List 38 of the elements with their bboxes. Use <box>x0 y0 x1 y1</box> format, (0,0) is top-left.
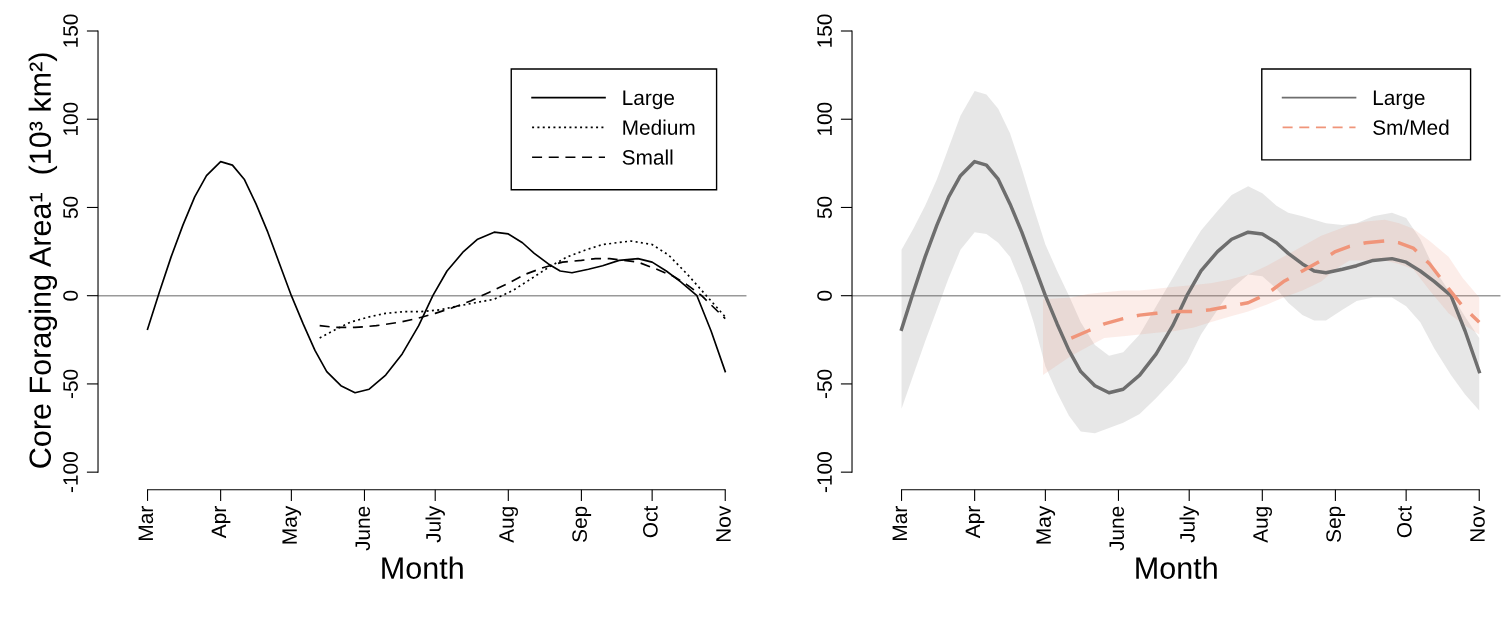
x-tick-label: July <box>425 505 445 543</box>
legend-label: Small <box>622 149 673 165</box>
x-tick-label: June <box>1109 506 1125 551</box>
y-tick-label: -50 <box>63 369 78 399</box>
y-tick-label: 0 <box>817 290 832 301</box>
x-tick-label: Oct <box>1396 505 1412 538</box>
x-axis-title: Month <box>382 556 463 579</box>
legend-label: Medium <box>623 119 695 135</box>
x-axis-title: Month <box>1136 556 1217 579</box>
x-tick-label: Sep <box>1326 506 1346 542</box>
x-tick-label: Aug <box>499 507 519 543</box>
legend-label: Large <box>1373 90 1425 110</box>
y-axis-title: Core Foraging Area¹ (10³ km²) <box>28 53 58 468</box>
legend-label: Large <box>623 90 675 110</box>
x-tick-label: Apr <box>965 506 985 539</box>
y-tick-label: 50 <box>63 196 78 219</box>
x-tick-label: Nov <box>1470 505 1485 542</box>
x-tick-label: Nov <box>716 505 731 542</box>
y-tick-label: 0 <box>63 290 78 301</box>
y-tick-label: 150 <box>63 14 78 47</box>
y-tick-label: 150 <box>817 14 832 47</box>
y-tick-label: -100 <box>63 452 78 493</box>
x-tick-label: Oct <box>642 505 658 538</box>
y-tick-label: -100 <box>817 452 832 493</box>
x-tick-label: June <box>355 506 371 551</box>
x-tick-label: Sep <box>572 506 592 542</box>
y-tick-label: 100 <box>817 102 832 136</box>
x-tick-label: July <box>1179 505 1199 543</box>
x-tick-label: Apr <box>211 506 231 539</box>
x-tick-label: Aug <box>1253 507 1273 543</box>
x-tick-label: Mar <box>892 506 908 540</box>
x-tick-label: Mar <box>138 506 154 540</box>
y-tick-label: -50 <box>817 369 832 399</box>
y-tick-label: 100 <box>63 102 78 136</box>
x-tick-label: May <box>1036 505 1056 544</box>
x-tick-label: May <box>282 505 302 544</box>
legend-label: Sm/Med <box>1373 119 1449 135</box>
y-tick-label: 50 <box>817 196 832 219</box>
